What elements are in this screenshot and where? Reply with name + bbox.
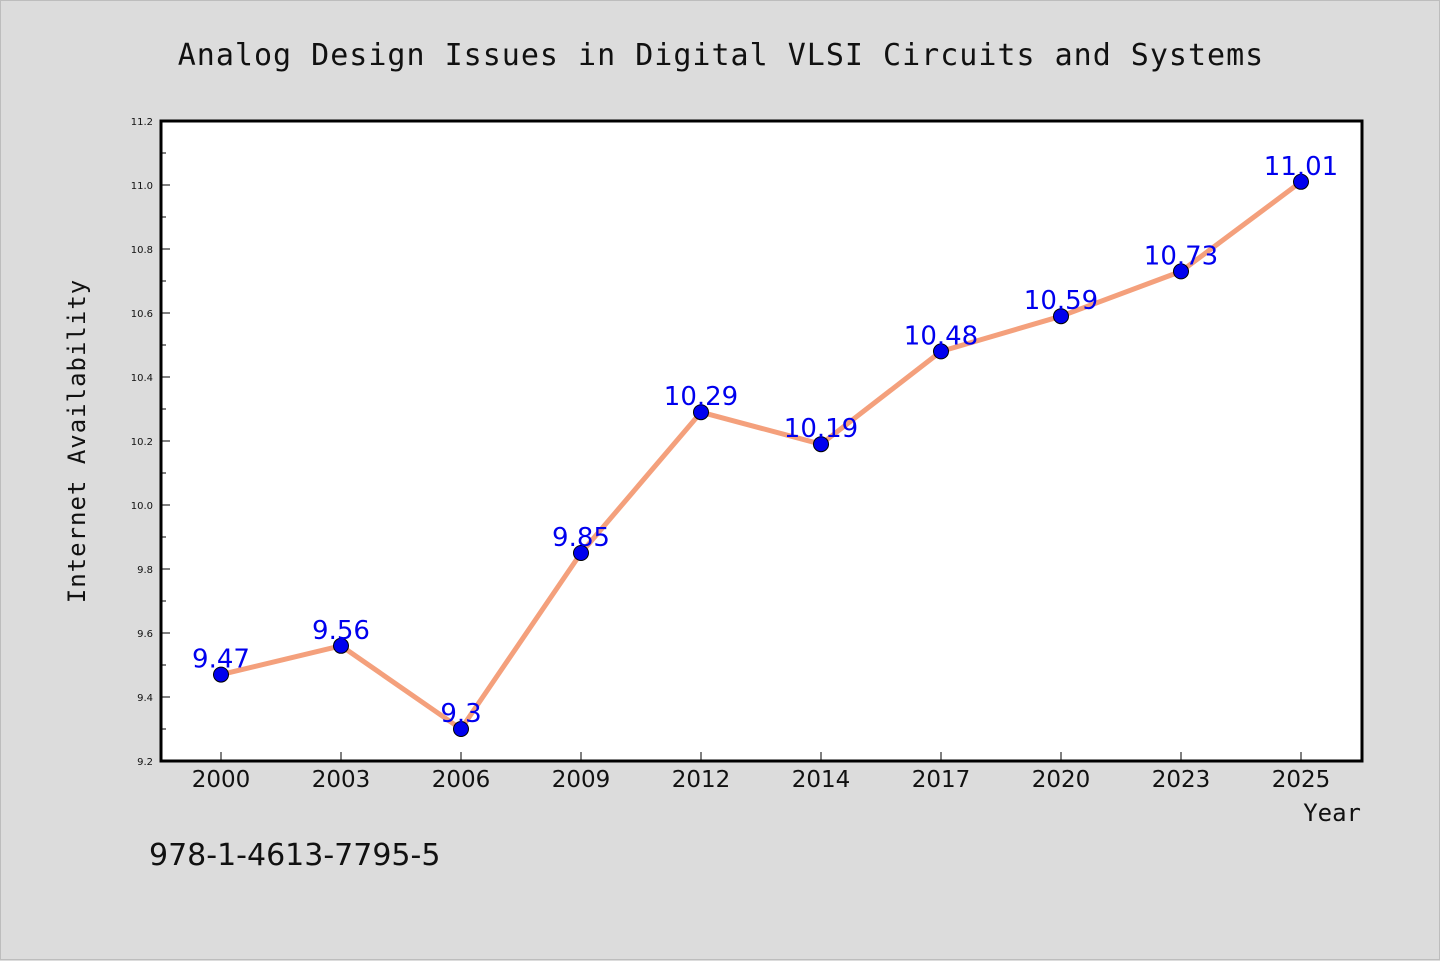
y-tick-label: 10.4 xyxy=(131,373,153,384)
x-tick-label: 2020 xyxy=(1032,767,1091,793)
data-point xyxy=(813,436,829,453)
x-tick-label: 2009 xyxy=(552,767,611,793)
series-line xyxy=(218,179,1304,732)
isbn-text: 978-1-4613-7795-5 xyxy=(149,838,440,873)
data-point xyxy=(1173,263,1189,280)
x-tick-label: 2000 xyxy=(192,767,251,793)
y-axis-ticks: 9.2 9.4 9.6 9.8 10.0 10.2 10.4 10.6 10.8 11.0 11.2 xyxy=(131,117,170,768)
data-label: 9.47 xyxy=(192,645,250,675)
data-label: 11.01 xyxy=(1264,152,1338,182)
y-tick-label: 9.2 xyxy=(137,757,153,768)
data-point xyxy=(213,666,229,683)
data-point xyxy=(333,637,349,654)
data-label: 10.59 xyxy=(1024,286,1098,316)
data-label: 10.19 xyxy=(784,414,858,444)
data-point xyxy=(1053,308,1069,325)
data-point xyxy=(693,404,709,421)
x-tick-label: 2023 xyxy=(1152,767,1211,793)
series-markers xyxy=(213,173,1309,737)
data-point xyxy=(453,721,469,737)
data-label: 10.73 xyxy=(1144,241,1218,271)
y-tick-label: 9.6 xyxy=(137,629,153,640)
x-tick-label: 2014 xyxy=(792,767,851,793)
x-axis-label: Year xyxy=(1303,799,1361,827)
data-label: 9.56 xyxy=(312,616,370,646)
data-point xyxy=(573,545,589,561)
data-labels: 9.47 9.56 9.3 9.85 10.29 10.19 10.48 10.59 10.73… xyxy=(192,152,1338,729)
x-tick-label: 2025 xyxy=(1272,767,1331,793)
data-label: 10.48 xyxy=(904,321,978,351)
data-label: 10.29 xyxy=(664,382,738,412)
data-point xyxy=(933,343,949,360)
plot-area xyxy=(159,119,1364,763)
x-tick-label: 2006 xyxy=(432,767,491,793)
y-tick-label: 10.6 xyxy=(131,309,153,320)
y-tick-label: 11.2 xyxy=(131,117,153,128)
chart-title: Analog Design Issues in Digital VLSI Cir… xyxy=(178,38,1265,73)
x-tick-label: 2003 xyxy=(312,767,371,793)
x-tick-label: 2017 xyxy=(912,767,971,793)
y-tick-label: 9.8 xyxy=(137,565,153,576)
y-tick-label: 11.0 xyxy=(131,181,153,192)
data-label: 9.85 xyxy=(552,523,610,553)
y-tick-label: 9.4 xyxy=(137,693,153,704)
y-tick-label: 10.0 xyxy=(131,501,153,512)
y-tick-label: 10.8 xyxy=(131,245,153,256)
x-axis-ticks: 2000 2003 2006 2009 2012 2014 2017 2020 2023 2025 xyxy=(192,752,1331,793)
data-point xyxy=(1293,173,1309,190)
y-tick-label: 10.2 xyxy=(131,437,153,448)
data-label: 9.3 xyxy=(440,699,481,729)
y-axis-label: Internet Availability xyxy=(63,279,91,603)
x-tick-label: 2012 xyxy=(672,767,731,793)
